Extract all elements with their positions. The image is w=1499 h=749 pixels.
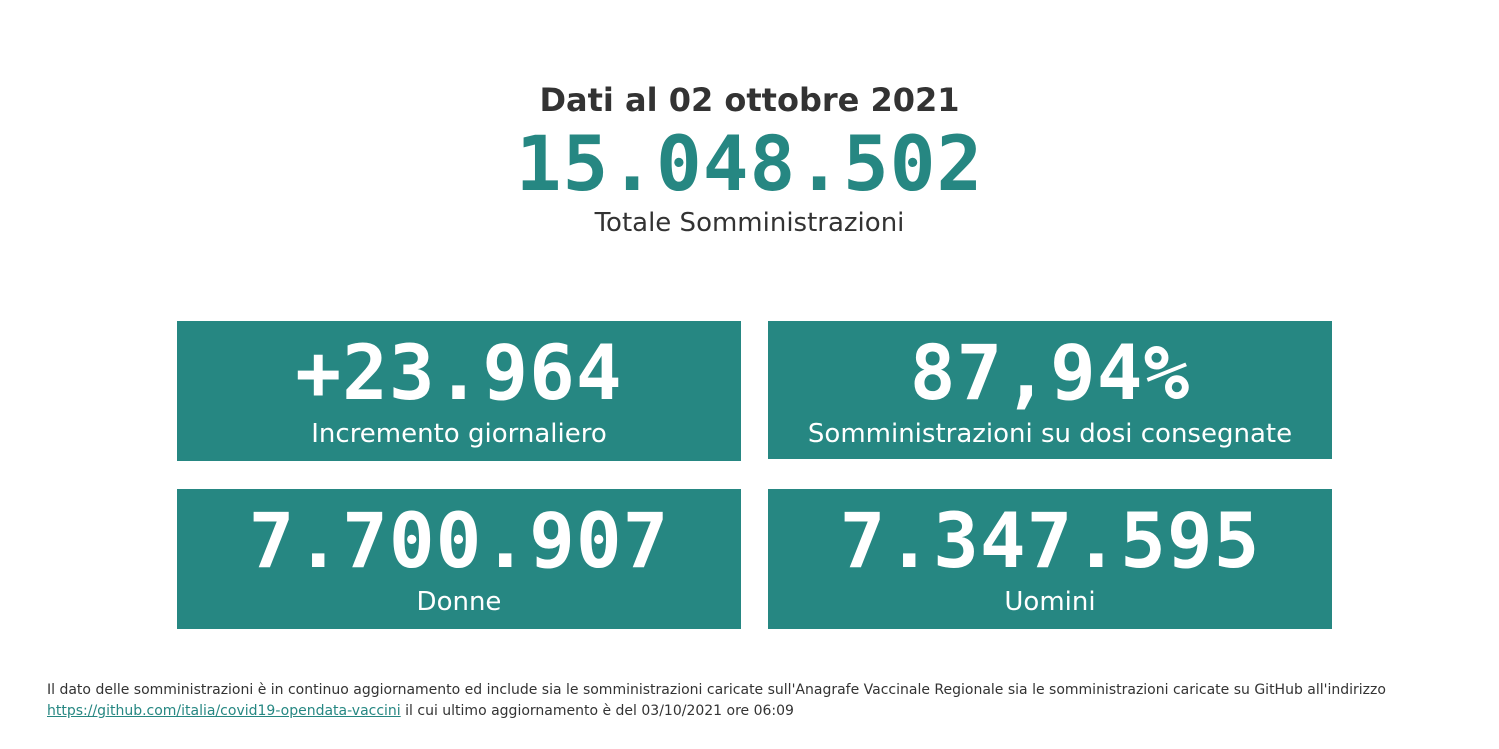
data-source-footnote: Il dato delle somministrazioni è in cont…: [47, 680, 1467, 722]
total-administrations-label: Totale Somministrazioni: [594, 208, 905, 238]
delivered-doses-ratio-value: 87,94%: [909, 328, 1191, 417]
footnote-text: Il dato delle somministrazioni è in cont…: [47, 682, 1386, 698]
summary-header: Dati al 02 ottobre 2021 15.048.502 Total…: [0, 78, 1499, 240]
daily-increase-value: +23.964: [295, 328, 623, 417]
women-value: 7.700.907: [248, 496, 670, 585]
women-label: Donne: [416, 587, 502, 617]
women-card: 7.700.907 Donne: [177, 489, 741, 629]
delivered-doses-ratio-card: 87,94% Somministrazioni su dosi consegna…: [768, 321, 1332, 459]
daily-increase-label: Incremento giornaliero: [311, 419, 607, 449]
total-administrations-value: 15.048.502: [515, 119, 984, 208]
men-label: Uomini: [1004, 587, 1096, 617]
github-repo-link[interactable]: https://github.com/italia/covid19-openda…: [47, 703, 401, 719]
footnote-update-text: il cui ultimo aggiornamento è del 03/10/…: [400, 703, 794, 719]
daily-increase-card: +23.964 Incremento giornaliero: [177, 321, 741, 461]
date-heading: Dati al 02 ottobre 2021: [539, 81, 960, 119]
men-card: 7.347.595 Uomini: [768, 489, 1332, 629]
men-value: 7.347.595: [839, 496, 1261, 585]
delivered-doses-ratio-label: Somministrazioni su dosi consegnate: [807, 419, 1293, 449]
